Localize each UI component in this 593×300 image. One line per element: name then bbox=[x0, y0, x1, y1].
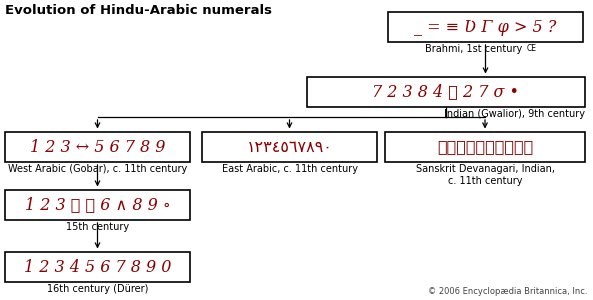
Bar bbox=[5, 190, 190, 220]
Bar bbox=[385, 132, 585, 162]
Bar bbox=[307, 77, 585, 107]
Text: Sanskrit Devanagari, Indian,
c. 11th century: Sanskrit Devanagari, Indian, c. 11th cen… bbox=[416, 164, 554, 186]
Text: 1 2 3 ℜ ℓ 6 ∧ 8 9 ∘: 1 2 3 ℜ ℓ 6 ∧ 8 9 ∘ bbox=[25, 196, 170, 214]
Bar bbox=[5, 252, 190, 282]
Bar bbox=[388, 12, 583, 42]
Text: ١٢٣٤٥٦٧٨٩٠: ١٢٣٤٥٦٧٨٩٠ bbox=[247, 140, 333, 154]
Text: 1 2 3 ↔ 5 6 7 8 9: 1 2 3 ↔ 5 6 7 8 9 bbox=[30, 139, 165, 155]
Text: १२३४५६७८९०: १२३४५६७८९० bbox=[437, 140, 533, 154]
Text: 7 2 3 8 4 〈 2 7 σ •: 7 2 3 8 4 〈 2 7 σ • bbox=[372, 83, 519, 100]
Text: 15th century: 15th century bbox=[66, 222, 129, 232]
Text: East Arabic, c. 11th century: East Arabic, c. 11th century bbox=[222, 164, 358, 174]
Text: CE: CE bbox=[527, 44, 537, 53]
Text: Brahmi, 1st century: Brahmi, 1st century bbox=[425, 44, 525, 54]
Text: _ = ≡ Ʋ Γ φ > 5 ?: _ = ≡ Ʋ Γ φ > 5 ? bbox=[415, 19, 557, 35]
Text: © 2006 Encyclopædia Britannica, Inc.: © 2006 Encyclopædia Britannica, Inc. bbox=[429, 287, 588, 296]
Text: Indian (Gwalior), 9th century: Indian (Gwalior), 9th century bbox=[444, 109, 585, 119]
Text: Evolution of Hindu-Arabic numerals: Evolution of Hindu-Arabic numerals bbox=[5, 4, 272, 17]
Text: 16th century (Dürer): 16th century (Dürer) bbox=[47, 284, 148, 294]
Bar bbox=[5, 132, 190, 162]
Bar bbox=[202, 132, 377, 162]
Text: 1 2 3 4 5 6 7 8 9 0: 1 2 3 4 5 6 7 8 9 0 bbox=[24, 259, 171, 275]
Text: West Arabic (Gobar), c. 11th century: West Arabic (Gobar), c. 11th century bbox=[8, 164, 187, 174]
